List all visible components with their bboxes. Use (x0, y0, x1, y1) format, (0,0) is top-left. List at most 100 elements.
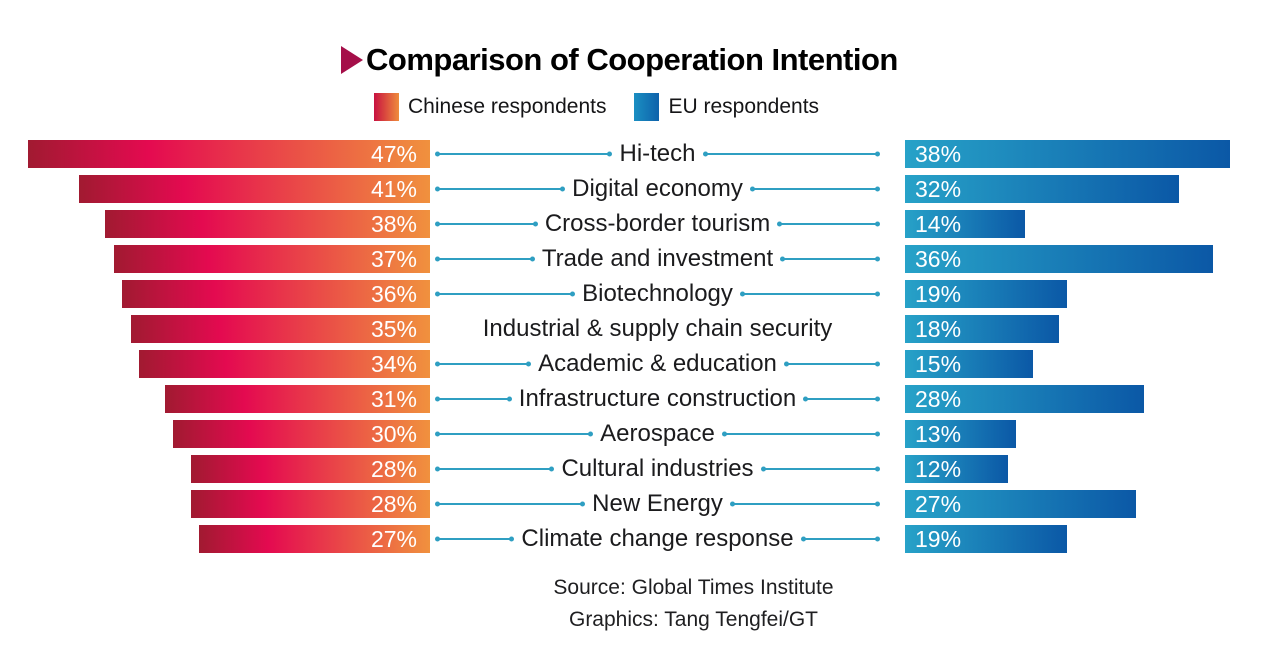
chinese-bar-zone: 36% (0, 280, 430, 308)
chinese-value-label: 41% (370, 176, 417, 202)
chinese-bar-zone: 28% (0, 490, 430, 518)
leader-line-left (436, 503, 585, 505)
category-label: Infrastructure construction (518, 385, 797, 412)
chinese-value-label: 35% (370, 316, 417, 342)
eu-value-label: 18% (915, 316, 962, 342)
legend-swatch-eu (634, 93, 660, 121)
leader-line-right (722, 433, 879, 435)
eu-value-label: 19% (915, 526, 962, 552)
chinese-bar-zone: 31% (0, 385, 430, 413)
category-label: Aerospace (600, 420, 715, 447)
eu-bar: 14% (905, 210, 1025, 238)
category-zone: Hi-tech (430, 140, 905, 168)
chinese-bar: 47% (28, 140, 430, 168)
category-label: Cross-border tourism (544, 210, 771, 237)
chart-row: 47% Hi-tech 38% (0, 140, 1267, 168)
category-label: Industrial & supply chain security (482, 315, 833, 342)
chart-row: 38% Cross-border tourism 14% (0, 210, 1267, 238)
category-label: Climate change response (521, 525, 794, 552)
leader-line-right (804, 398, 880, 400)
chinese-bar: 36% (122, 280, 430, 308)
eu-bar: 27% (905, 490, 1136, 518)
title-pointer-icon (341, 46, 363, 74)
legend-item-chinese: Chinese respondents (374, 93, 606, 121)
eu-value-label: 12% (915, 456, 962, 482)
chinese-bar: 35% (131, 315, 430, 343)
chart-title-block: Comparison of Cooperation Intention (341, 42, 898, 78)
eu-value-label: 15% (915, 351, 962, 377)
eu-value-label: 28% (915, 386, 962, 412)
chinese-value-label: 28% (370, 491, 417, 517)
chart-row: 35% Industrial & supply chain security 1… (0, 315, 1267, 343)
eu-bar-zone: 32% (905, 175, 1267, 203)
eu-bar: 18% (905, 315, 1059, 343)
leader-line-left (436, 258, 534, 260)
leader-line-right (761, 468, 879, 470)
leader-line-right (784, 363, 879, 365)
category-zone: Aerospace (430, 420, 905, 448)
chinese-value-label: 34% (370, 351, 417, 377)
leader-line-right (750, 188, 879, 190)
eu-value-label: 13% (915, 421, 962, 447)
chinese-bar-zone: 47% (0, 140, 430, 168)
category-label: New Energy (592, 490, 723, 517)
chart-row: 41% Digital economy 32% (0, 175, 1267, 203)
chinese-bar-zone: 37% (0, 245, 430, 273)
chart-title: Comparison of Cooperation Intention (366, 42, 898, 77)
category-zone: Academic & education (430, 350, 905, 378)
chart-row: 31% Infrastructure construction 28% (0, 385, 1267, 413)
chart-row: 34% Academic & education 15% (0, 350, 1267, 378)
chinese-bar: 27% (199, 525, 430, 553)
category-zone: Infrastructure construction (430, 385, 905, 413)
chinese-value-label: 37% (370, 246, 417, 272)
leader-line-right (703, 153, 879, 155)
chinese-value-label: 31% (370, 386, 417, 412)
leader-line-left (436, 293, 575, 295)
chinese-value-label: 27% (370, 526, 417, 552)
leader-line-left (436, 468, 554, 470)
eu-bar-zone: 13% (905, 420, 1267, 448)
category-zone: Digital economy (430, 175, 905, 203)
eu-value-label: 36% (915, 246, 962, 272)
chinese-value-label: 38% (370, 211, 417, 237)
legend-label-eu: EU respondents (668, 95, 820, 118)
leader-line-left (436, 398, 511, 400)
eu-bar: 28% (905, 385, 1144, 413)
eu-bar-zone: 14% (905, 210, 1267, 238)
eu-bar: 12% (905, 455, 1008, 483)
eu-value-label: 27% (915, 491, 962, 517)
chinese-bar: 28% (191, 490, 430, 518)
eu-bar-zone: 19% (905, 280, 1267, 308)
chart-row: 37% Trade and investment 36% (0, 245, 1267, 273)
chinese-bar: 31% (165, 385, 430, 413)
leader-line-left (436, 363, 531, 365)
chinese-bar: 34% (139, 350, 430, 378)
category-label: Biotechnology (582, 280, 733, 307)
category-zone: Cross-border tourism (430, 210, 905, 238)
eu-bar-zone: 19% (905, 525, 1267, 553)
eu-bar: 19% (905, 525, 1067, 553)
leader-line-right (730, 503, 880, 505)
chinese-value-label: 36% (370, 281, 417, 307)
eu-bar: 19% (905, 280, 1067, 308)
chinese-bar-zone: 35% (0, 315, 430, 343)
leader-line-left (436, 188, 565, 190)
chinese-bar: 37% (114, 245, 430, 273)
chinese-bar-zone: 38% (0, 210, 430, 238)
eu-bar-zone: 28% (905, 385, 1267, 413)
eu-bar: 38% (905, 140, 1230, 168)
eu-bar-zone: 36% (905, 245, 1267, 273)
category-zone: New Energy (430, 490, 905, 518)
category-label: Hi-tech (619, 140, 696, 167)
category-zone: Cultural industries (430, 455, 905, 483)
eu-bar-zone: 12% (905, 455, 1267, 483)
chinese-value-label: 28% (370, 456, 417, 482)
chart-row: 27% Climate change response 19% (0, 525, 1267, 553)
chinese-value-label: 47% (370, 141, 417, 167)
category-zone: Trade and investment (430, 245, 905, 273)
credit-text: Graphics: Tang Tengfei/GT (568, 608, 819, 631)
eu-bar-zone: 38% (905, 140, 1267, 168)
leader-line-left (436, 153, 612, 155)
chinese-bar-zone: 34% (0, 350, 430, 378)
